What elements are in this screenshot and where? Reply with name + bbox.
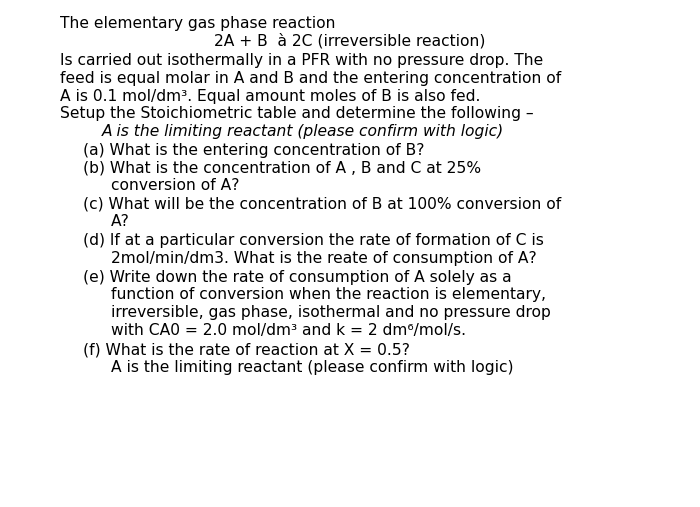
Text: feed is equal molar in A and B and the entering concentration of: feed is equal molar in A and B and the e…	[60, 71, 561, 86]
Text: A?: A?	[111, 214, 130, 229]
Text: 2A + B  à 2C (irreversible reaction): 2A + B à 2C (irreversible reaction)	[214, 33, 485, 49]
Text: irreversible, gas phase, isothermal and no pressure drop: irreversible, gas phase, isothermal and …	[111, 305, 550, 320]
Text: Setup the Stoichiometric table and determine the following –: Setup the Stoichiometric table and deter…	[60, 106, 533, 122]
Text: 2mol/min/dm3. What is the reate of consumption of A?: 2mol/min/dm3. What is the reate of consu…	[111, 251, 536, 266]
Text: with CA0 = 2.0 mol/dm³ and k = 2 dm⁶/mol/s.: with CA0 = 2.0 mol/dm³ and k = 2 dm⁶/mol…	[111, 323, 466, 338]
Text: (f) What is the rate of reaction at X = 0.5?: (f) What is the rate of reaction at X = …	[83, 342, 410, 357]
Text: (e) Write down the rate of consumption of A solely as a: (e) Write down the rate of consumption o…	[83, 270, 511, 285]
Text: The elementary gas phase reaction: The elementary gas phase reaction	[60, 16, 335, 31]
Text: A is the limiting reactant (please confirm with logic): A is the limiting reactant (please confi…	[102, 124, 503, 139]
Text: A is 0.1 mol/dm³. Equal amount moles of B is also fed.: A is 0.1 mol/dm³. Equal amount moles of …	[60, 89, 480, 104]
Text: Is carried out isothermally in a PFR with no pressure drop. The: Is carried out isothermally in a PFR wit…	[60, 53, 543, 68]
Text: (b) What is the concentration of A , B and C at 25%: (b) What is the concentration of A , B a…	[83, 161, 481, 176]
Text: (d) If at a particular conversion the rate of formation of C is: (d) If at a particular conversion the ra…	[83, 233, 543, 248]
Text: conversion of A?: conversion of A?	[111, 178, 239, 194]
Text: A is the limiting reactant (please confirm with logic): A is the limiting reactant (please confi…	[111, 360, 513, 375]
Text: function of conversion when the reaction is elementary,: function of conversion when the reaction…	[111, 287, 545, 303]
Text: (c) What will be the concentration of B at 100% conversion of: (c) What will be the concentration of B …	[83, 196, 561, 211]
Text: (a) What is the entering concentration of B?: (a) What is the entering concentration o…	[83, 143, 424, 158]
